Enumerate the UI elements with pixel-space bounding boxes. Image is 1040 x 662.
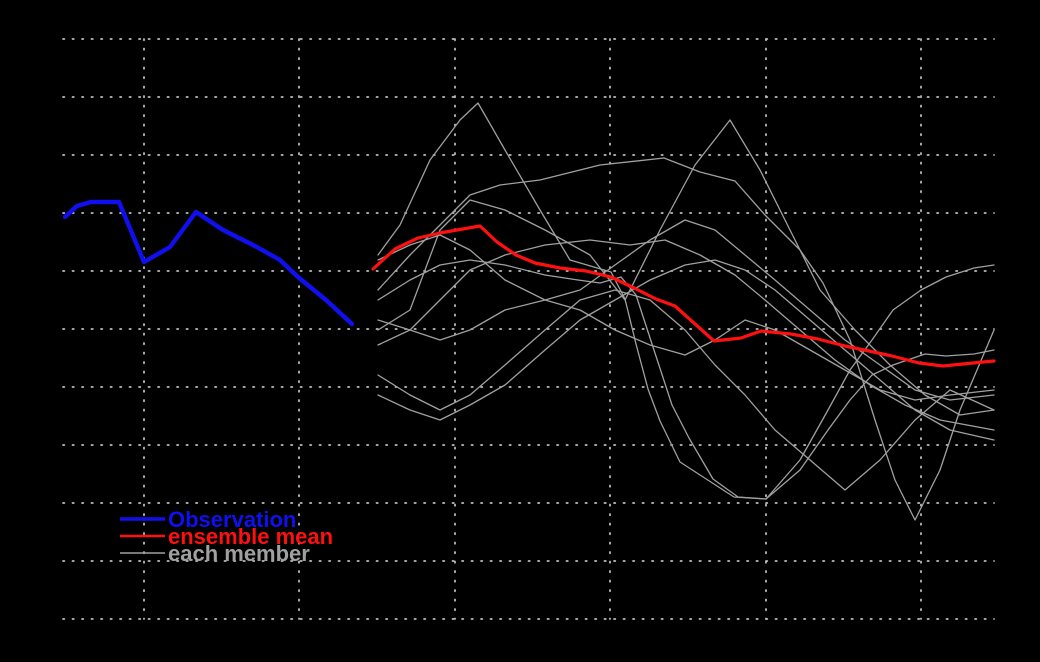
svg-text:each member: each member — [168, 541, 310, 566]
